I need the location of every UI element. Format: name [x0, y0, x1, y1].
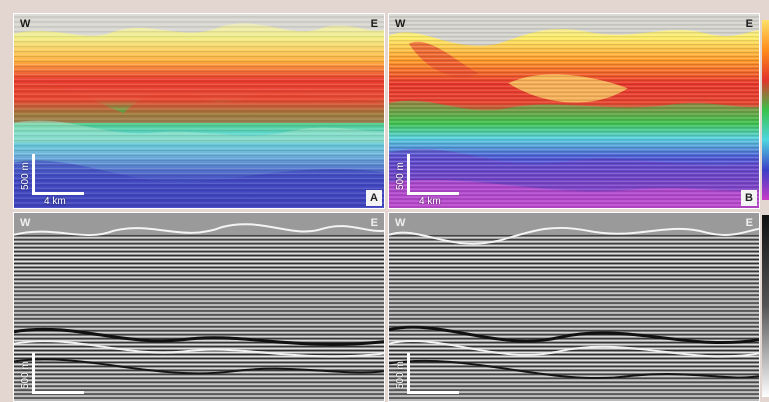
seismic-panel-a: W E 500 m 4 km A	[13, 13, 385, 209]
vertical-scale-line	[32, 154, 35, 194]
panel-tag-a: A	[366, 190, 382, 206]
west-label: W	[20, 217, 31, 229]
east-label: E	[745, 18, 753, 30]
velocity-overlay-image-a	[14, 14, 384, 208]
vertical-scale-line	[407, 353, 410, 393]
grayscale-seismic-image-d	[389, 213, 759, 401]
velocity-overlay-image-b	[389, 14, 759, 208]
seismic-panel-d: W E 500 m	[388, 212, 760, 402]
seismic-panel-b: W E 500 m 4 km B	[388, 13, 760, 209]
east-label: E	[370, 18, 378, 30]
vertical-scale-text: 500 m	[20, 361, 31, 389]
horizontal-scale-line	[32, 391, 84, 394]
seismic-panel-c: W E 500 m	[13, 212, 385, 402]
horizontal-scale-text: 4 km	[419, 196, 441, 207]
amplitude-color-bar	[762, 215, 769, 397]
horizontal-scale-line	[32, 192, 84, 195]
vertical-scale-text: 500 m	[395, 162, 406, 190]
east-label: E	[370, 217, 378, 229]
horizontal-scale-line	[407, 192, 459, 195]
vertical-scale-line	[32, 353, 35, 393]
vertical-scale-text: 500 m	[20, 162, 31, 190]
east-label: E	[745, 217, 753, 229]
west-label: W	[20, 18, 31, 30]
vertical-scale-line	[407, 154, 410, 194]
west-label: W	[395, 217, 406, 229]
vertical-scale-text: 500 m	[395, 361, 406, 389]
west-label: W	[395, 18, 406, 30]
horizontal-scale-line	[407, 391, 459, 394]
panel-tag-b: B	[741, 190, 757, 206]
horizontal-scale-text: 4 km	[44, 196, 66, 207]
velocity-color-bar	[762, 20, 769, 200]
grayscale-seismic-image-c	[14, 213, 384, 401]
